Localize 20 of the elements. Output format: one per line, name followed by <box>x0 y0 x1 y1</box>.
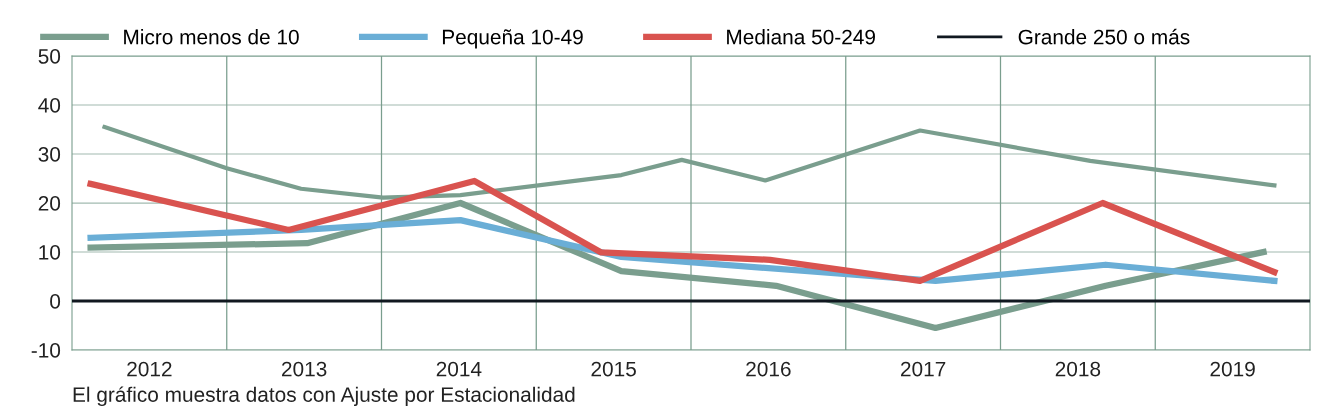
text: El gráfico muestra datos con Ajuste por Estacionalidad <box>73 386 575 407</box>
legend-label: Grande 250 o más <box>1018 28 1190 45</box>
y-tick-label: 20 <box>38 196 61 211</box>
x-tick-label: 2014 <box>436 361 482 377</box>
x-tick-label: 2017 <box>901 361 946 377</box>
x-tick-label: 2019 <box>1210 361 1255 377</box>
y-tick-label: 40 <box>38 98 61 113</box>
x-tick-label: 2016 <box>746 361 791 377</box>
x-tick-label: 2018 <box>1055 361 1101 377</box>
y-tick-label: 10 <box>39 245 61 260</box>
y-tick-label: 50 <box>38 49 61 64</box>
y-tick-label: -10 <box>31 343 61 358</box>
legend-label: Pequeña 10-49 <box>442 29 583 49</box>
x-tick-label: 2013 <box>282 361 327 377</box>
x-tick-label: 2012 <box>127 361 172 377</box>
y-tick-label: 0 <box>50 294 61 309</box>
y-tick-label: 30 <box>38 147 61 162</box>
legend-label: Mediana 50-249 <box>727 29 875 45</box>
legend-label: Micro menos de 10 <box>124 29 299 45</box>
x-tick-label: 2015 <box>591 361 636 377</box>
